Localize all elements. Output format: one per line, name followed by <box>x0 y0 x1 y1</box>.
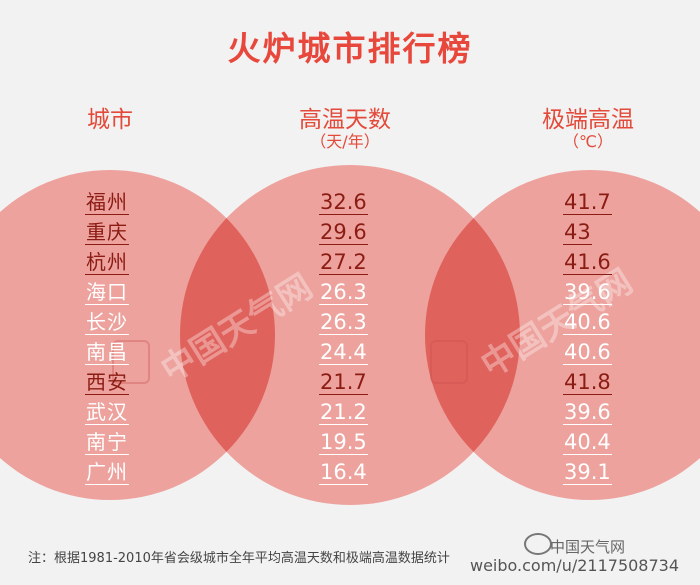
column-header-city: 城市 <box>87 107 133 133</box>
column-unit-max-temp: （℃） <box>563 132 613 151</box>
watermark-seal-left <box>112 340 150 384</box>
cell-max-temp: 41.6 <box>563 250 612 275</box>
brand-url: weibo.com/u/2117508734 <box>470 556 680 575</box>
cell-city: 南昌 <box>85 340 129 365</box>
cell-city: 南宁 <box>85 430 129 455</box>
cell-max-temp: 43 <box>563 220 592 245</box>
cell-max-temp: 40.4 <box>563 430 612 455</box>
cell-max-temp: 39.1 <box>563 460 612 485</box>
cell-max-temp: 39.6 <box>563 400 612 425</box>
cell-city: 重庆 <box>85 220 129 245</box>
weibo-logo-icon <box>524 533 552 555</box>
cell-max-temp: 40.6 <box>563 340 612 365</box>
cell-hot-days: 21.2 <box>319 400 368 425</box>
cell-hot-days: 32.6 <box>319 190 368 215</box>
cell-city: 杭州 <box>85 250 129 275</box>
cell-city: 西安 <box>85 370 129 395</box>
footnote: 注：根据1981-2010年省会级城市全年平均高温天数和极端高温数据统计 <box>28 551 450 566</box>
chart-title: 火炉城市排行榜 <box>227 29 473 68</box>
cell-max-temp: 40.6 <box>563 310 612 335</box>
circle-middle <box>180 165 520 505</box>
cell-city: 福州 <box>85 190 129 215</box>
cell-hot-days: 16.4 <box>319 460 368 485</box>
watermark-seal-right <box>430 340 468 384</box>
cell-max-temp: 39.6 <box>563 280 612 305</box>
cell-city: 长沙 <box>85 310 129 335</box>
brand-name: 中国天气网 <box>550 538 626 556</box>
column-unit-hot-days: （天/年） <box>310 132 380 151</box>
cell-max-temp: 41.8 <box>563 370 612 395</box>
cell-hot-days: 27.2 <box>319 250 368 275</box>
column-header-max-temp: 极端高温 <box>542 107 634 133</box>
column-header-hot-days: 高温天数 <box>299 107 391 133</box>
cell-hot-days: 21.7 <box>319 370 368 395</box>
cell-hot-days: 19.5 <box>319 430 368 455</box>
cell-max-temp: 41.7 <box>563 190 612 215</box>
cell-hot-days: 26.3 <box>319 310 368 335</box>
cell-hot-days: 26.3 <box>319 280 368 305</box>
cell-city: 武汉 <box>85 400 129 425</box>
cell-hot-days: 29.6 <box>319 220 368 245</box>
cell-city: 广州 <box>85 460 129 485</box>
cell-city: 海口 <box>85 280 129 305</box>
cell-hot-days: 24.4 <box>319 340 368 365</box>
